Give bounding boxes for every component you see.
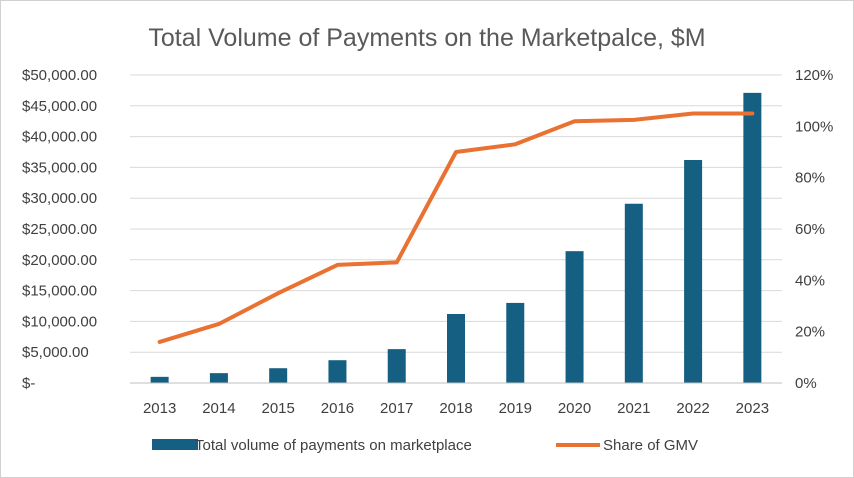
left-tick-label: $40,000.00	[22, 129, 97, 146]
left-tick-label: $50,000.00	[22, 67, 97, 84]
left-axis: $- $5,000.00 $10,000.00 $15,000.00 $20,000.0…	[22, 67, 97, 392]
bar	[565, 251, 584, 383]
bar	[684, 160, 703, 383]
left-tick-label: $30,000.00	[22, 190, 97, 207]
left-tick-label: $5,000.00	[22, 344, 89, 361]
bar	[387, 349, 406, 383]
x-tick-label: 2023	[736, 400, 769, 417]
left-tick-label: $15,000.00	[22, 283, 97, 300]
bar	[150, 376, 169, 383]
legend-label-bars: Total volume of payments on marketplace	[195, 437, 472, 454]
bar	[447, 314, 465, 383]
bars-series	[150, 92, 762, 383]
x-tick-label: 2015	[261, 400, 294, 417]
left-tick-label: $-	[22, 375, 35, 392]
bar	[209, 373, 228, 383]
line-series	[157, 111, 755, 344]
bar	[743, 92, 762, 383]
x-tick-label: 2021	[617, 400, 650, 417]
right-tick-label: 60%	[795, 221, 825, 238]
left-tick-label: $20,000.00	[22, 252, 97, 269]
bar	[328, 360, 347, 383]
x-tick-label: 2016	[321, 400, 354, 417]
right-axis: 0% 20% 40% 60% 80% 100% 120%	[795, 67, 833, 392]
gridlines	[130, 74, 782, 384]
right-tick-label: 20%	[795, 324, 825, 341]
x-tick-label: 2020	[558, 400, 591, 417]
left-tick-label: $10,000.00	[22, 313, 97, 330]
bar	[269, 368, 288, 383]
right-tick-label: 80%	[795, 170, 825, 187]
right-tick-label: 120%	[795, 67, 833, 84]
x-tick-label: 2019	[499, 400, 532, 417]
bar	[506, 302, 525, 383]
left-tick-label: $45,000.00	[22, 98, 97, 115]
x-tick-label: 2013	[143, 400, 176, 417]
share-line	[157, 111, 755, 344]
bar	[624, 203, 643, 383]
right-tick-label: 100%	[795, 118, 833, 135]
x-axis: 2013 2014 2015 2016 2017 2018 2019 2020 2021 2022…	[130, 382, 782, 417]
right-tick-label: 0%	[795, 375, 817, 392]
x-tick-label: 2018	[439, 400, 472, 417]
left-tick-label: $35,000.00	[22, 159, 97, 176]
legend: Total volume of payments on marketplace …	[152, 437, 698, 454]
legend-label-line: Share of GMV	[603, 437, 698, 454]
x-tick-label: 2014	[202, 400, 235, 417]
left-tick-label: $25,000.00	[22, 221, 97, 238]
right-tick-label: 40%	[795, 272, 825, 289]
chart-title: Total Volume of Payments on the Marketpa…	[148, 24, 705, 52]
x-tick-label: 2017	[380, 400, 413, 417]
x-tick-label: 2022	[676, 400, 709, 417]
legend-swatch-bars	[152, 439, 198, 450]
